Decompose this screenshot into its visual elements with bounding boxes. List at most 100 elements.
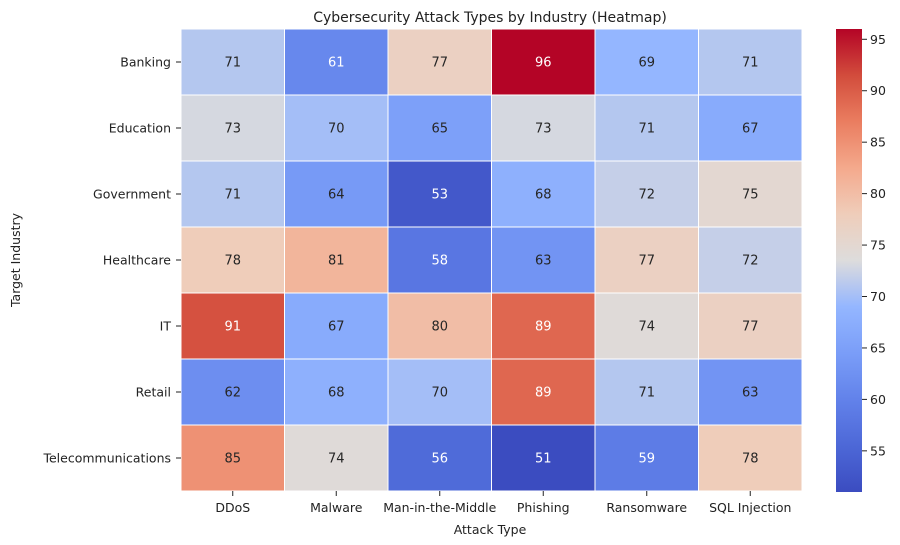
heatmap-cell [491, 160, 596, 228]
heatmap-cell [284, 424, 389, 492]
cell-value-label: 74 [638, 320, 655, 335]
cell-value-label: 73 [224, 122, 241, 137]
cell-value-label: 64 [328, 188, 345, 203]
heatmap-cell [698, 424, 803, 492]
heatmap-cell [387, 28, 492, 96]
colorbar-tick-label: 75 [870, 238, 886, 253]
cell-value-label: 63 [742, 386, 759, 401]
cell-value-label: 72 [742, 254, 759, 269]
y-tick-label: Education [109, 121, 171, 136]
y-axis-ticks: Banking Education Government Healthcare IT Re… [42, 55, 181, 466]
cell-value-label: 67 [742, 122, 759, 137]
heatmap-cell [698, 28, 803, 96]
cell-value-label: 58 [431, 254, 448, 269]
heatmap-cell [491, 94, 596, 162]
heatmap-cell [491, 292, 596, 360]
cell-value-label: 74 [328, 452, 345, 467]
heatmap-cells: 71 61 77 96 69 71 73 70 65 73 71 67 71 64 53 68 72 75 78 81… [180, 28, 803, 492]
colorbar-gradient [836, 29, 862, 492]
x-axis-label: Attack Type [454, 522, 527, 537]
cell-value-label: 89 [535, 320, 552, 335]
cell-value-label: 91 [224, 320, 241, 335]
y-tick-label: IT [160, 319, 172, 334]
cell-value-label: 70 [328, 122, 345, 137]
cell-value-label: 68 [535, 188, 552, 203]
cell-value-label: 77 [742, 320, 759, 335]
colorbar-tick-label: 55 [870, 443, 886, 458]
heatmap-cell [491, 28, 596, 96]
y-tick-label: Government [93, 187, 171, 202]
x-tick-label: SQL Injection [709, 500, 791, 515]
cell-value-label: 80 [431, 320, 448, 335]
colorbar-tick-label: 90 [870, 83, 886, 98]
heatmap-cell [387, 292, 492, 360]
cell-value-label: 81 [328, 254, 345, 269]
heatmap-cell [387, 226, 492, 294]
heatmap-cell [698, 358, 803, 426]
heatmap-cell [284, 28, 389, 96]
cell-value-label: 71 [224, 56, 241, 71]
cell-value-label: 73 [535, 122, 552, 137]
heatmap-cell [698, 226, 803, 294]
chart-title: Cybersecurity Attack Types by Industry (… [313, 10, 667, 26]
heatmap-cell [180, 292, 285, 360]
cell-value-label: 77 [431, 56, 448, 71]
cell-value-label: 65 [431, 122, 448, 137]
x-tick-label: Man-in-the-Middle [383, 500, 496, 515]
x-tick-label: Ransomware [606, 500, 687, 515]
cell-value-label: 53 [431, 188, 448, 203]
heatmap-cell [594, 28, 699, 96]
heatmap-cell [698, 292, 803, 360]
y-axis-label: Target Industry [8, 212, 23, 308]
colorbar: 55 60 65 70 75 80 85 90 95 [836, 29, 886, 492]
cell-value-label: 71 [638, 122, 655, 137]
heatmap-cell [180, 424, 285, 492]
y-tick-label: Healthcare [103, 253, 171, 268]
cell-value-label: 63 [535, 254, 552, 269]
heatmap-cell [180, 28, 285, 96]
heatmap-cell [698, 160, 803, 228]
cell-value-label: 56 [431, 452, 448, 467]
heatmap-cell [284, 226, 389, 294]
heatmap-cell [180, 160, 285, 228]
heatmap-cell [387, 424, 492, 492]
heatmap-cell [180, 358, 285, 426]
heatmap-cell [594, 292, 699, 360]
heatmap-cell [180, 226, 285, 294]
cell-value-label: 85 [224, 452, 241, 467]
cell-value-label: 89 [535, 386, 552, 401]
heatmap-cell [594, 226, 699, 294]
cell-value-label: 78 [224, 254, 241, 269]
heatmap-cell [594, 358, 699, 426]
heatmap-cell [698, 94, 803, 162]
cell-value-label: 75 [742, 188, 759, 203]
cell-value-label: 68 [328, 386, 345, 401]
cell-value-label: 72 [638, 188, 655, 203]
cell-value-label: 70 [431, 386, 448, 401]
cell-value-label: 51 [535, 452, 552, 467]
x-tick-label: Phishing [517, 500, 570, 515]
x-tick-label: DDoS [215, 500, 250, 515]
colorbar-tick-label: 65 [870, 340, 886, 355]
colorbar-tick-label: 95 [870, 32, 886, 47]
heatmap-cell [284, 160, 389, 228]
cell-value-label: 77 [638, 254, 655, 269]
cell-value-label: 71 [638, 386, 655, 401]
cell-value-label: 78 [742, 452, 759, 467]
colorbar-tick-label: 85 [870, 135, 886, 150]
x-tick-label: Malware [310, 500, 363, 515]
y-tick-label: Retail [136, 385, 171, 400]
heatmap-cell [491, 424, 596, 492]
cell-value-label: 71 [742, 56, 759, 71]
y-tick-label: Telecommunications [42, 451, 171, 466]
colorbar-tick-label: 60 [870, 392, 886, 407]
cell-value-label: 96 [535, 56, 552, 71]
colorbar-tick-label: 80 [870, 186, 886, 201]
heatmap-cell [284, 94, 389, 162]
cell-value-label: 61 [328, 56, 345, 71]
cell-value-label: 62 [224, 386, 241, 401]
y-tick-label: Banking [120, 55, 171, 70]
heatmap-cell [491, 226, 596, 294]
cell-value-label: 69 [638, 56, 655, 71]
